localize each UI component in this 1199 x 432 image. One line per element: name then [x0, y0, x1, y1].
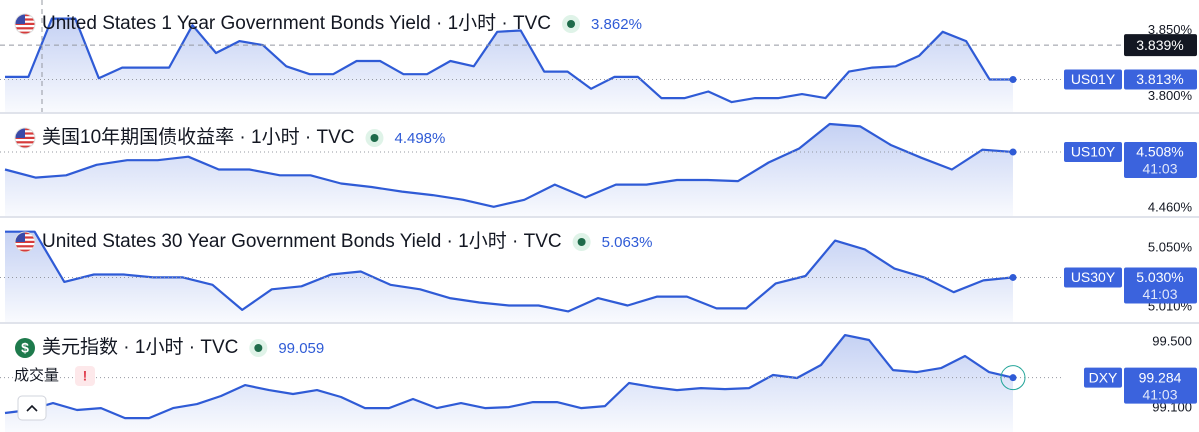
price-line — [4, 122, 1014, 208]
last-point — [1009, 76, 1017, 84]
price-tag: 99.284 — [1139, 369, 1182, 385]
pane-title: 美国10年期国债收益率 · 1小时 · TVC — [42, 126, 354, 148]
price-tag: 5.030% — [1136, 269, 1183, 285]
flag-ring — [14, 231, 36, 253]
price-tag: 3.813% — [1136, 71, 1183, 87]
countdown: 41:03 — [1142, 386, 1177, 402]
price-line — [4, 334, 1014, 420]
pane-title: United States 1 Year Government Bonds Yi… — [42, 12, 551, 34]
ticker-tag-bg — [1084, 367, 1122, 388]
flag-icon — [15, 128, 35, 148]
ticker-tag-bg — [1064, 142, 1122, 163]
pane-title: United States 30 Year Government Bonds Y… — [42, 230, 562, 252]
flag-ring — [14, 127, 36, 149]
status-dot — [370, 134, 379, 142]
ticker-tag-bg — [1064, 69, 1122, 90]
flag-canton — [15, 14, 25, 24]
price-tag: 4.508% — [1136, 144, 1183, 160]
ticker-tag: DXY — [1089, 369, 1118, 385]
pane-title: 美元指数 · 1小时 · TVC — [42, 336, 238, 358]
area-fill — [5, 335, 1013, 432]
warning-icon: ! — [83, 368, 88, 384]
flag-icon — [15, 232, 35, 252]
flag-stripe — [15, 145, 35, 148]
warning-bg — [75, 366, 95, 386]
area-fill — [5, 124, 1013, 216]
ticker-tag: US01Y — [1071, 71, 1116, 87]
crosshair-label-bg — [1124, 34, 1197, 57]
y-tick-label: 3.850% — [1148, 22, 1193, 37]
header-value: 4.498% — [394, 130, 445, 147]
status-dot — [577, 238, 586, 246]
last-point-ring — [1000, 365, 1026, 391]
ticker-tag: US30Y — [1071, 269, 1116, 285]
collapse-button[interactable] — [17, 395, 47, 421]
flag-stripe — [15, 245, 35, 248]
flag-stripe — [15, 249, 35, 252]
flag-stripe — [15, 141, 35, 144]
y-tick-label: 5.050% — [1148, 239, 1193, 254]
status-dot — [254, 344, 263, 352]
last-point — [1009, 148, 1017, 156]
status-dot — [567, 20, 576, 28]
header-value: 5.063% — [602, 234, 653, 251]
countdown: 41:03 — [1142, 286, 1177, 302]
price-tag-bg — [1124, 267, 1197, 304]
last-point — [1009, 273, 1017, 281]
y-tick-label: 4.460% — [1148, 199, 1193, 214]
area-fill — [5, 231, 1013, 322]
crosshair-label: 3.839% — [1136, 37, 1183, 53]
y-tick-label: 99.500 — [1152, 333, 1192, 348]
header-value: 99.059 — [278, 340, 324, 357]
flag-icon — [15, 14, 35, 34]
ticker-tag-bg — [1064, 267, 1122, 288]
y-tick-label: 3.800% — [1148, 88, 1193, 103]
price-tag-bg — [1124, 142, 1197, 179]
header-value: 3.862% — [591, 16, 642, 33]
price-tag-bg — [1124, 69, 1197, 90]
price-line — [5, 17, 1013, 104]
collapse-chevron — [26, 404, 38, 412]
flag-canton — [15, 232, 25, 242]
area-fill — [5, 18, 1013, 113]
ticker-tag: US10Y — [1071, 144, 1116, 160]
currency-icon — [15, 338, 35, 358]
countdown: 41:03 — [1142, 161, 1177, 177]
flag-canton — [15, 128, 25, 138]
last-point — [1009, 374, 1017, 382]
price-tag-bg — [1124, 367, 1197, 404]
flag-ring — [14, 13, 36, 35]
volume-label: 成交量 — [14, 366, 59, 384]
flag-stripe — [15, 27, 35, 30]
currency-icon-text: $ — [21, 340, 29, 356]
flag-stripe — [15, 31, 35, 34]
